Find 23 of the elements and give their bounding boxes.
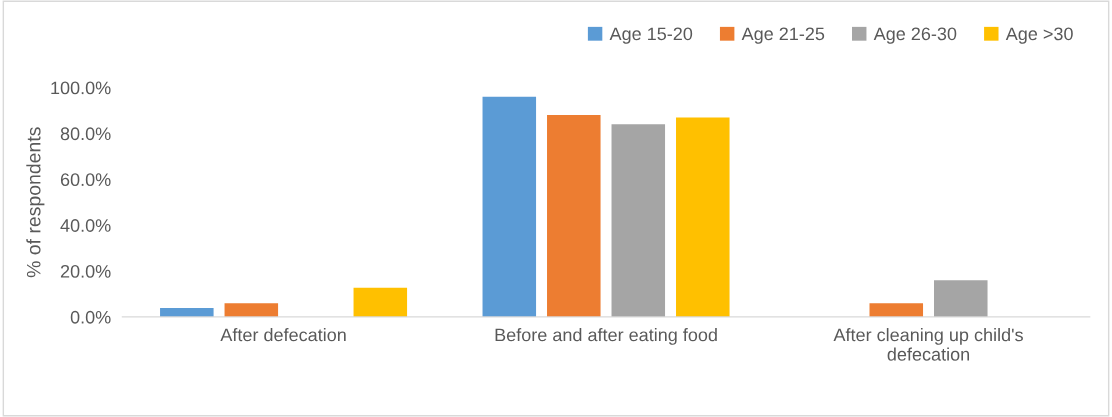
bar (160, 307, 214, 317)
y-tick-label: 40.0% (60, 219, 111, 232)
y-axis-title: % of respondents (26, 127, 45, 278)
legend-label: Age 21-25 (741, 27, 825, 44)
y-tick-label: 80.0% (60, 127, 111, 141)
y-tick-label: 20.0% (60, 264, 111, 278)
bar (676, 117, 730, 317)
bar (353, 287, 408, 317)
legend-label: Age 15-20 (609, 27, 693, 44)
y-tick-label: 100.0% (51, 81, 111, 95)
x-tick-label: After cleaning up child's defecation (833, 328, 1023, 361)
y-tick-label: 60.0% (60, 173, 111, 187)
legend-label: Age >30 (1005, 27, 1073, 44)
bar (611, 124, 666, 317)
x-tick-label: After defecation (220, 328, 346, 342)
legend-label: Age 26-30 (873, 27, 957, 44)
bar (869, 303, 924, 317)
x-tick-label: Before and after eating food (495, 328, 717, 345)
bar (547, 115, 601, 317)
bar (224, 303, 279, 317)
bar (934, 280, 988, 317)
y-tick-label: 0.0% (70, 310, 111, 324)
bar (482, 96, 537, 317)
